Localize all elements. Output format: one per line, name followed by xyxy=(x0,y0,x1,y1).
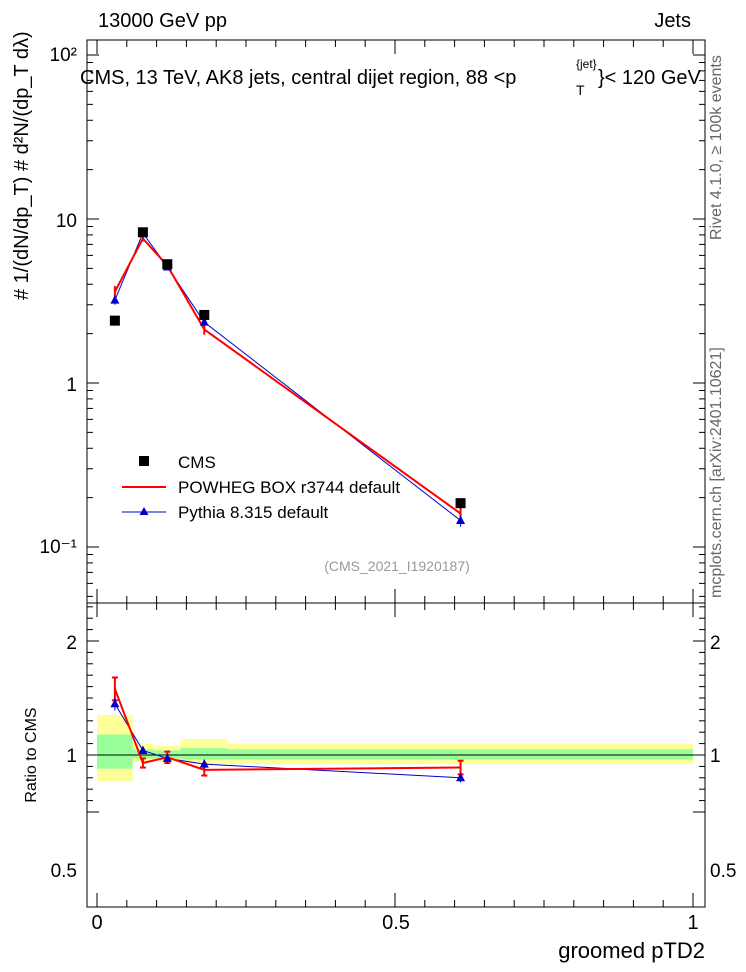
main-ytick-label-0.1: 10⁻¹ xyxy=(40,537,78,558)
header-left: 13000 GeV pp xyxy=(98,10,227,32)
pythia-point xyxy=(199,317,209,326)
ratio-pythia-point xyxy=(199,759,209,768)
ratio-band-inner xyxy=(228,749,693,760)
title-sub: T xyxy=(576,82,585,98)
ratio-axis-ticks xyxy=(87,603,705,907)
ratio-pythia-point xyxy=(456,772,466,782)
legend-pythia-marker xyxy=(139,507,149,515)
ratio-ylabel: Ratio to CMS xyxy=(23,707,40,802)
ratio-pythia-point xyxy=(110,698,120,708)
analysis-id: (CMS_2021_I1920187) xyxy=(324,558,470,574)
cms-point xyxy=(199,309,210,320)
cms-point xyxy=(137,227,148,238)
legend-cms-label: CMS xyxy=(178,453,216,472)
xaxis-label: groomed pTD2 xyxy=(558,938,705,963)
ratio-series xyxy=(110,676,466,783)
ratio-ytick-label-1-right: 1 xyxy=(710,746,721,767)
xtick-label-0: 0 xyxy=(91,912,102,934)
cms-point xyxy=(109,315,120,326)
title-tail: }< 120 GeV xyxy=(598,67,702,89)
cms-point xyxy=(162,259,173,270)
xtick-label-1: 1 xyxy=(687,912,698,934)
main-series xyxy=(109,227,466,527)
main-ytick-label-1: 1 xyxy=(66,375,77,396)
pythia-point xyxy=(110,295,120,304)
ratio-band-inner xyxy=(180,748,229,760)
header-right: Jets xyxy=(654,10,691,32)
main-ytick-label-100: 10² xyxy=(50,45,77,66)
powheg-line xyxy=(113,236,462,515)
ratio-ytick-label-0.5-left: 0.5 xyxy=(51,861,77,882)
main-ytick-label-10: 10 xyxy=(56,211,77,232)
mcplots-label: mcplots.cern.ch [arXiv:2401.10621] xyxy=(708,347,725,598)
legend-pythia-label: Pythia 8.315 default xyxy=(178,503,329,522)
ratio-ytick-label-1-left: 1 xyxy=(66,746,77,767)
rivet-label: Rivet 4.1.0, ≥ 100k events xyxy=(708,55,725,240)
plot-title: CMS, 13 TeV, AK8 jets, central dijet reg… xyxy=(80,57,702,98)
cms-point xyxy=(455,498,466,509)
legend-cms-marker xyxy=(139,456,149,466)
ratio-ytick-label-2-left: 2 xyxy=(66,633,77,654)
ratio-pythia-point xyxy=(138,745,148,754)
ratio-pythia-line xyxy=(114,703,461,779)
title-main: CMS, 13 TeV, AK8 jets, central dijet reg… xyxy=(80,67,516,89)
main-axis-ticks xyxy=(87,40,705,603)
pythia-point xyxy=(456,515,466,525)
ratio-pythia-point xyxy=(162,753,172,762)
title-sup: {jet} xyxy=(576,57,597,71)
ratio-ytick-label-2-right: 2 xyxy=(710,633,721,654)
xtick-label-0.5: 0.5 xyxy=(382,912,410,934)
ratio-bands xyxy=(97,715,693,782)
main-ylabel: # 1/(dN/dp_T) # d²N/(dp_T dλ) xyxy=(11,31,33,300)
legend-powheg-label: POWHEG BOX r3744 default xyxy=(178,478,400,497)
ratio-band-inner xyxy=(97,734,133,769)
ratio-ytick-label-0.5-right: 0.5 xyxy=(710,861,736,882)
main-ylabel-text: # 1/(dN/dp_T) # d²N/(dp_T dλ) xyxy=(11,31,33,300)
legend: CMS POWHEG BOX r3744 default Pythia 8.31… xyxy=(122,453,400,522)
